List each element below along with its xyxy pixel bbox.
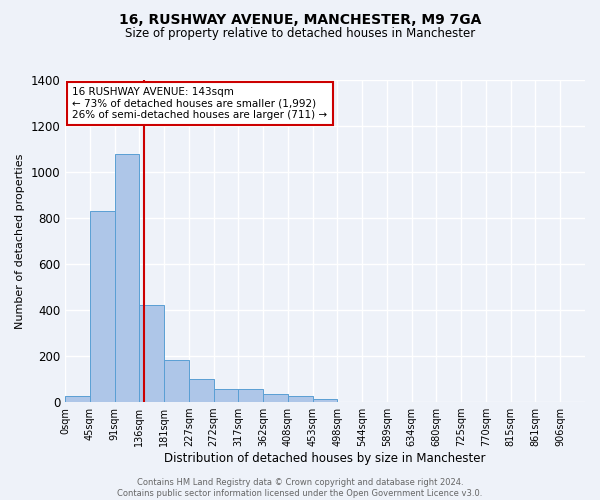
Bar: [263, 394, 288, 402]
Bar: [90, 211, 115, 402]
Text: Contains HM Land Registry data © Crown copyright and database right 2024.
Contai: Contains HM Land Registry data © Crown c…: [118, 478, 482, 498]
Bar: [65, 396, 90, 402]
Bar: [238, 388, 263, 402]
Text: Size of property relative to detached houses in Manchester: Size of property relative to detached ho…: [125, 28, 475, 40]
Bar: [313, 400, 337, 402]
Y-axis label: Number of detached properties: Number of detached properties: [15, 154, 25, 328]
Text: 16 RUSHWAY AVENUE: 143sqm
← 73% of detached houses are smaller (1,992)
26% of se: 16 RUSHWAY AVENUE: 143sqm ← 73% of detac…: [73, 87, 328, 120]
Bar: [139, 306, 164, 402]
Bar: [164, 360, 189, 402]
Bar: [115, 154, 139, 402]
Bar: [189, 379, 214, 402]
Bar: [214, 388, 238, 402]
Bar: [288, 396, 313, 402]
X-axis label: Distribution of detached houses by size in Manchester: Distribution of detached houses by size …: [164, 452, 486, 465]
Text: 16, RUSHWAY AVENUE, MANCHESTER, M9 7GA: 16, RUSHWAY AVENUE, MANCHESTER, M9 7GA: [119, 12, 481, 26]
